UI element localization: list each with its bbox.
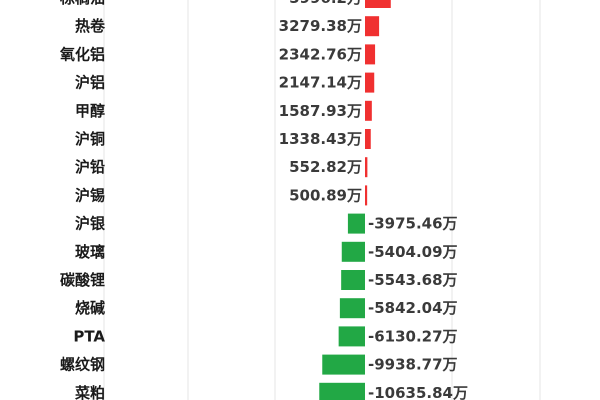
bar: [319, 382, 365, 400]
category-label: 烧碱: [75, 299, 105, 317]
value-label: -5842.04万: [368, 299, 458, 317]
bar: [365, 185, 368, 206]
bar: [341, 270, 365, 290]
value-label: 5996.2万: [289, 0, 362, 7]
category-label: 甲醇: [75, 102, 105, 120]
category-label: 沪银: [75, 215, 106, 233]
value-label: 2342.76万: [279, 45, 362, 63]
bar-layer: [319, 0, 391, 400]
value-label: 552.82万: [289, 158, 362, 176]
bar: [339, 298, 365, 319]
category-label: PTA: [73, 327, 105, 345]
category-label: 碳酸锂: [60, 271, 105, 289]
value-label: -5543.68万: [368, 271, 458, 289]
category-label: 沪铅: [75, 158, 105, 176]
bar: [341, 241, 365, 262]
category-label: 沪铝: [75, 74, 105, 92]
value-label: -6130.27万: [368, 327, 458, 345]
category-label: 热卷: [75, 17, 106, 35]
value-label: 2147.14万: [279, 74, 362, 92]
category-label: 沪锡: [75, 186, 105, 204]
category-label: 玻璃: [75, 243, 105, 261]
category-label: 氧化铝: [59, 45, 105, 63]
bar: [365, 157, 368, 178]
value-label: 1338.43万: [279, 130, 362, 148]
category-label: 沪铜: [75, 130, 105, 148]
value-label: 500.89万: [289, 186, 362, 204]
value-label: 1587.93万: [279, 102, 362, 120]
value-label: -9938.77万: [368, 356, 458, 374]
bar: [365, 72, 375, 93]
category-label: 菜粕: [74, 384, 105, 400]
bar: [347, 213, 365, 234]
bar: [322, 354, 365, 375]
bar: [365, 0, 391, 8]
grid-layer: [103, 0, 541, 400]
bar: [365, 16, 380, 37]
category-label: 螺纹钢: [60, 356, 105, 374]
value-label: -3975.46万: [368, 215, 458, 233]
bar: [365, 129, 371, 149]
bar: [338, 326, 365, 347]
value-label: 3279.38万: [279, 17, 362, 35]
value-label: -10635.84万: [368, 384, 468, 400]
bar: [365, 100, 372, 121]
category-label: 棕榈油: [60, 0, 105, 7]
bar: [365, 44, 376, 65]
value-label: -5404.09万: [368, 243, 458, 261]
